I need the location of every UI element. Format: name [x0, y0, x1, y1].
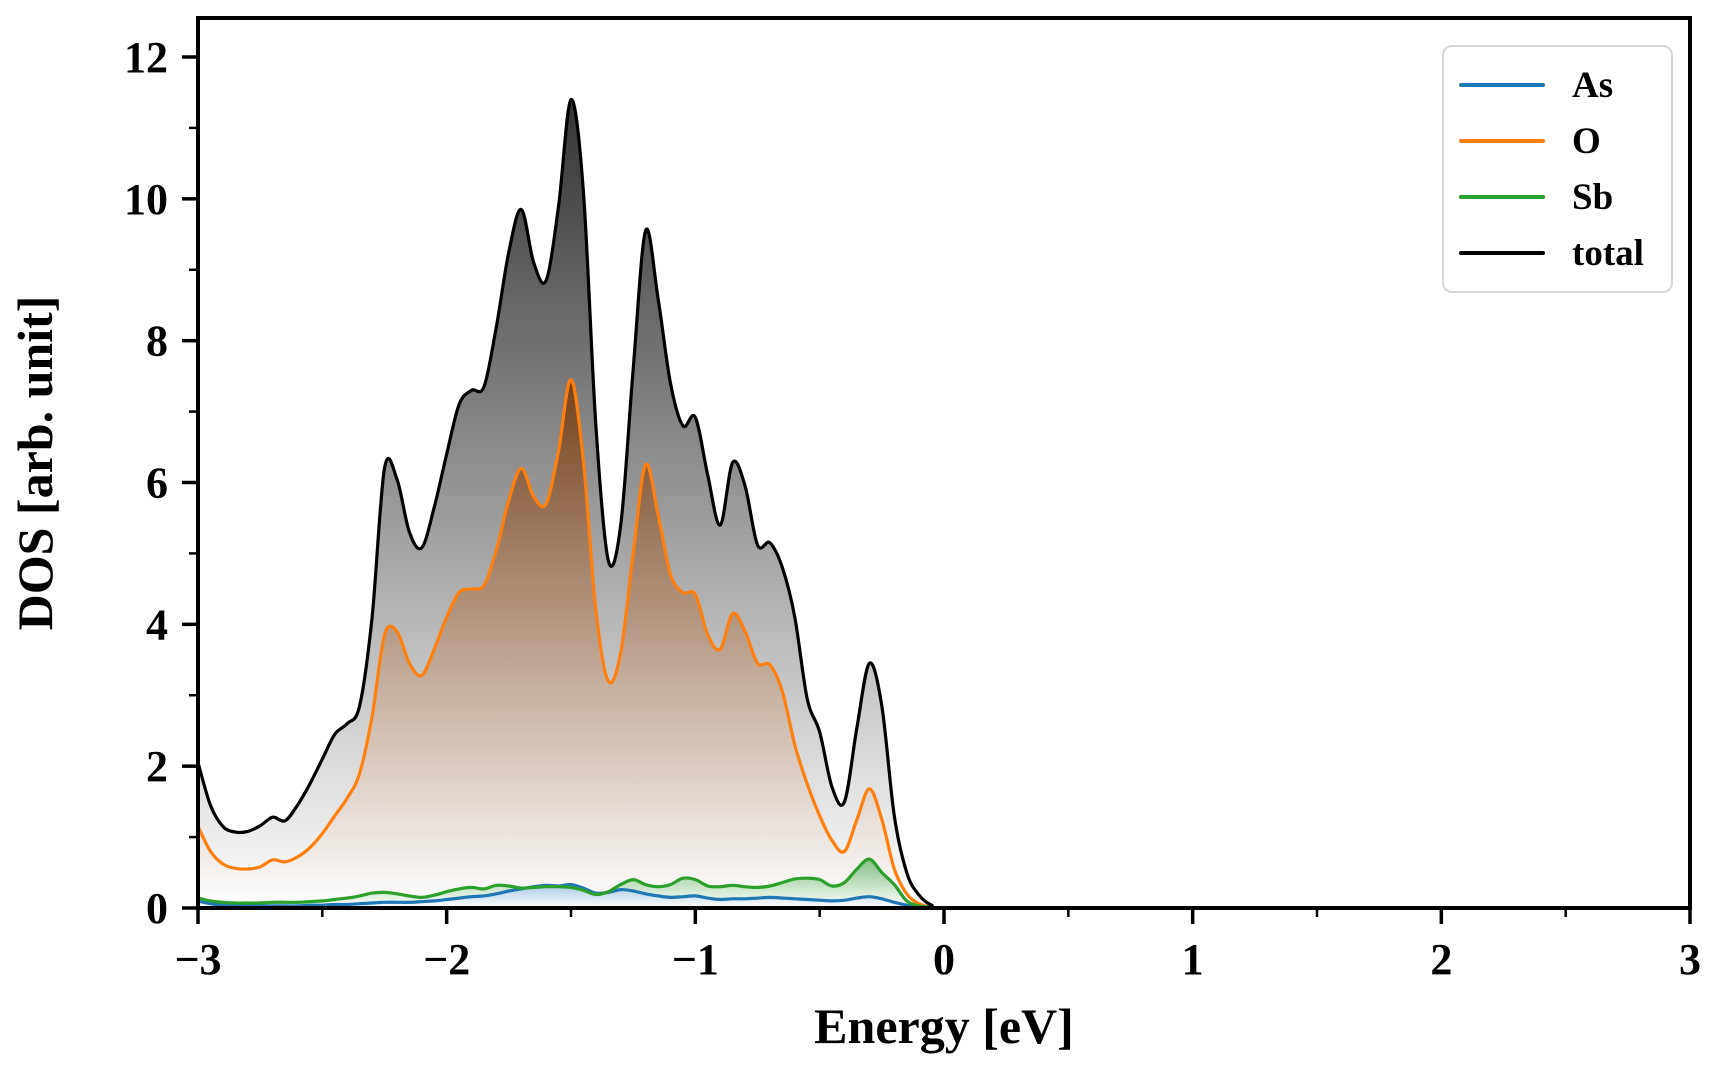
x-tick-label: −3 — [174, 935, 221, 984]
legend-label-total: total — [1572, 232, 1644, 274]
series-line-O — [196, 378, 1692, 910]
x-tick-label: 1 — [1182, 935, 1204, 984]
series-line-total — [196, 97, 1692, 910]
y-tick-label: 6 — [146, 459, 168, 508]
y-axis-label: DOS [arb. unit] — [7, 296, 63, 631]
y-tick-label: 12 — [124, 33, 168, 82]
series-line-Sb — [196, 857, 1692, 910]
legend-line-as — [1459, 83, 1545, 87]
y-tick-label: 2 — [146, 742, 168, 791]
legend-label-o: O — [1572, 120, 1601, 162]
y-tick-label: 0 — [146, 884, 168, 933]
series-fill-As — [198, 884, 1690, 908]
series-line-As — [196, 882, 1692, 910]
legend-line-total — [1459, 251, 1545, 255]
x-tick-label: 0 — [933, 935, 955, 984]
legend-line-o — [1459, 139, 1545, 143]
legend-label-sb: Sb — [1572, 176, 1614, 218]
axes-frame — [182, 16, 1692, 924]
y-tick-label: 8 — [146, 317, 168, 366]
legend-line-sb — [1459, 195, 1545, 199]
x-tick-label: −1 — [672, 935, 719, 984]
legend-item-as: As — [1459, 67, 1671, 104]
x-tick-label: 3 — [1679, 935, 1701, 984]
legend-item-sb: Sb — [1459, 179, 1671, 216]
legend: As O Sb total — [1442, 45, 1673, 293]
series-lines — [196, 97, 1692, 910]
series-fill-O — [198, 379, 1690, 909]
y-tick-label: 4 — [146, 600, 168, 649]
legend-label-as: As — [1572, 64, 1614, 106]
series-fills — [198, 99, 1690, 909]
legend-item-o: O — [1459, 123, 1671, 160]
y-tick-label: 10 — [124, 175, 168, 224]
x-tick-label: −2 — [423, 935, 470, 984]
x-axis-label: Energy [eV] — [814, 998, 1074, 1054]
legend-item-total: total — [1459, 235, 1671, 272]
x-tick-label: 2 — [1430, 935, 1452, 984]
